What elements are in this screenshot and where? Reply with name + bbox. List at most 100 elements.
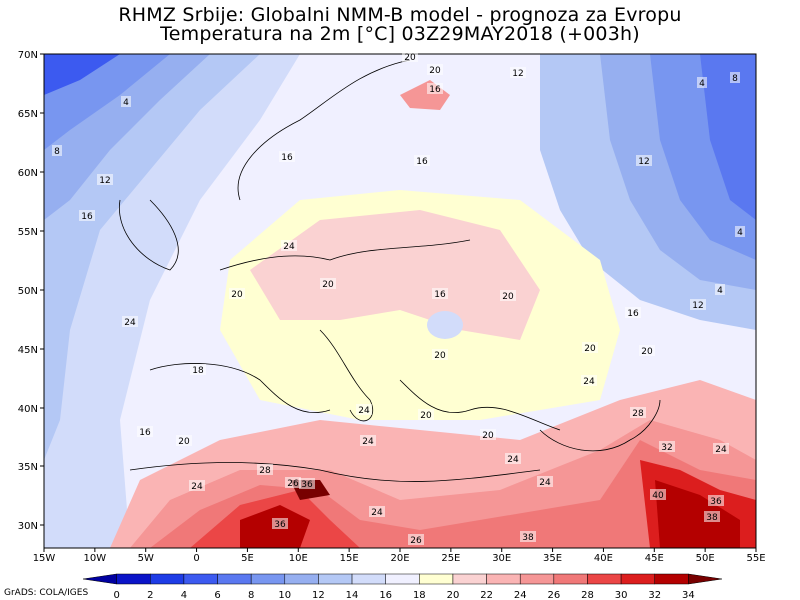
colorbar-tick-label: 18 xyxy=(413,590,426,600)
colorbar-swatch xyxy=(452,573,487,585)
colorbar-tick-label: 34 xyxy=(682,590,695,600)
contour-label: 24 xyxy=(371,508,383,518)
contour-label-bg xyxy=(176,435,192,446)
colorbar-swatch xyxy=(82,573,117,585)
colorbar-tick-label: 32 xyxy=(648,590,661,600)
lon-label: 30E xyxy=(492,553,511,564)
coastlines xyxy=(118,59,661,482)
contour-label: 16 xyxy=(416,157,428,167)
contour-label-bg xyxy=(299,478,315,489)
contour-label-bg xyxy=(121,96,131,107)
contour-label: 16 xyxy=(281,153,293,163)
contour-label-bg xyxy=(137,426,153,437)
colorbar-swatch xyxy=(620,573,655,585)
contour-label: 20 xyxy=(482,431,494,441)
colorbar-tick-label: 8 xyxy=(248,590,254,600)
contour-label-bg xyxy=(650,489,666,500)
contour-label: 20 xyxy=(322,280,334,290)
lon-label: 25E xyxy=(441,553,460,564)
contour-label-bg xyxy=(414,155,430,166)
contour-label-bg xyxy=(427,64,443,75)
contour-label-bg xyxy=(715,284,725,295)
colorbar-swatch xyxy=(519,573,555,585)
contour-label-bg xyxy=(52,145,62,156)
contour-label-bg xyxy=(272,518,288,529)
lat-label: 40N xyxy=(18,404,38,415)
contour-label: 16 xyxy=(429,85,441,95)
contour-label: 20 xyxy=(429,66,441,76)
contour-label: 12 xyxy=(512,69,523,79)
contour-label: 16 xyxy=(139,428,151,438)
contour-label-bg xyxy=(537,476,553,487)
lon-label: 45E xyxy=(645,553,664,564)
contour-label-bg xyxy=(630,407,646,418)
lon-label: 5W xyxy=(138,553,154,564)
contour-label: 12 xyxy=(638,157,649,167)
contour-label-bg xyxy=(636,155,652,166)
colorbar-tick-label: 4 xyxy=(181,590,187,600)
contour-label: 18 xyxy=(192,366,204,376)
contour-label-bg xyxy=(189,480,205,491)
contour-label-bg xyxy=(356,404,372,415)
colorbar-tick-label: 6 xyxy=(214,590,220,600)
colorbar-swatch xyxy=(183,573,218,585)
colorbar-swatch xyxy=(217,573,252,585)
contour-label-bg xyxy=(625,307,641,318)
british-isles-coast xyxy=(118,199,179,271)
contour-label: 4 xyxy=(699,79,705,89)
lon-label: 20E xyxy=(390,553,409,564)
contour-label-bg xyxy=(279,151,295,162)
colorbar-tick-label: 26 xyxy=(547,590,560,600)
colorbar-swatch xyxy=(318,573,353,585)
contour-label-bg xyxy=(697,77,707,88)
lon-label: 15E xyxy=(340,553,359,564)
contour-label-bg xyxy=(281,240,297,251)
lon-label: 10E xyxy=(289,553,308,564)
contour-label: 26 xyxy=(287,479,299,489)
contour-label: 16 xyxy=(434,290,446,300)
contour-label: 8 xyxy=(54,147,60,157)
contour-label-bg xyxy=(690,299,706,310)
contour-label: 20 xyxy=(502,292,514,302)
contour-label: 24 xyxy=(715,445,727,455)
contour-label: 32 xyxy=(661,443,672,453)
contour-label: 24 xyxy=(539,478,551,488)
contour-label-bg xyxy=(427,83,443,94)
colorbar-tick-label: 0 xyxy=(113,590,119,600)
colorbar-tick-label: 16 xyxy=(379,590,392,600)
colorbar-tick-label: 24 xyxy=(514,590,527,600)
arctic-region-2 xyxy=(44,54,120,95)
colorbar-swatch xyxy=(150,573,185,585)
contour-label-bg xyxy=(360,435,376,446)
contour-label: 24 xyxy=(283,242,295,252)
contour-label: 24 xyxy=(124,318,136,328)
longitude-axis: 15W 10W 5W 0 5E 10E 15E 20E 25E 30E 35E 40E 45E 50E 55… xyxy=(33,548,766,564)
colorbar-swatch xyxy=(486,573,521,585)
contour-label: 36 xyxy=(301,480,313,490)
colorbar-tick-label: 12 xyxy=(312,590,325,600)
ural-region xyxy=(700,54,756,220)
contour-label: 4 xyxy=(737,228,743,238)
contour-label-bg xyxy=(97,174,113,185)
contour-label: 36 xyxy=(710,497,722,507)
contour-label: 8 xyxy=(732,74,738,84)
contour-label-bg xyxy=(639,345,655,356)
contour-label: 26 xyxy=(410,536,422,546)
contour-label-bg xyxy=(730,72,740,83)
contour-label-bg xyxy=(432,349,448,360)
lon-label: 15W xyxy=(33,553,56,564)
contour-label-bg xyxy=(480,429,496,440)
colorbar-swatch xyxy=(385,573,420,585)
north-europe-coast xyxy=(219,239,471,271)
temperature-field xyxy=(44,54,756,548)
lat-label: 65N xyxy=(18,109,38,120)
lon-label: 5E xyxy=(241,553,254,564)
contour-label-bg xyxy=(713,443,729,454)
contour-label-bg xyxy=(190,364,206,375)
colorbar-swatch xyxy=(250,573,286,585)
contour-label: 4 xyxy=(717,286,723,296)
contour-label: 24 xyxy=(362,437,374,447)
colorbar-tick-label: 30 xyxy=(615,590,628,600)
lat-label: 45N xyxy=(18,345,38,356)
